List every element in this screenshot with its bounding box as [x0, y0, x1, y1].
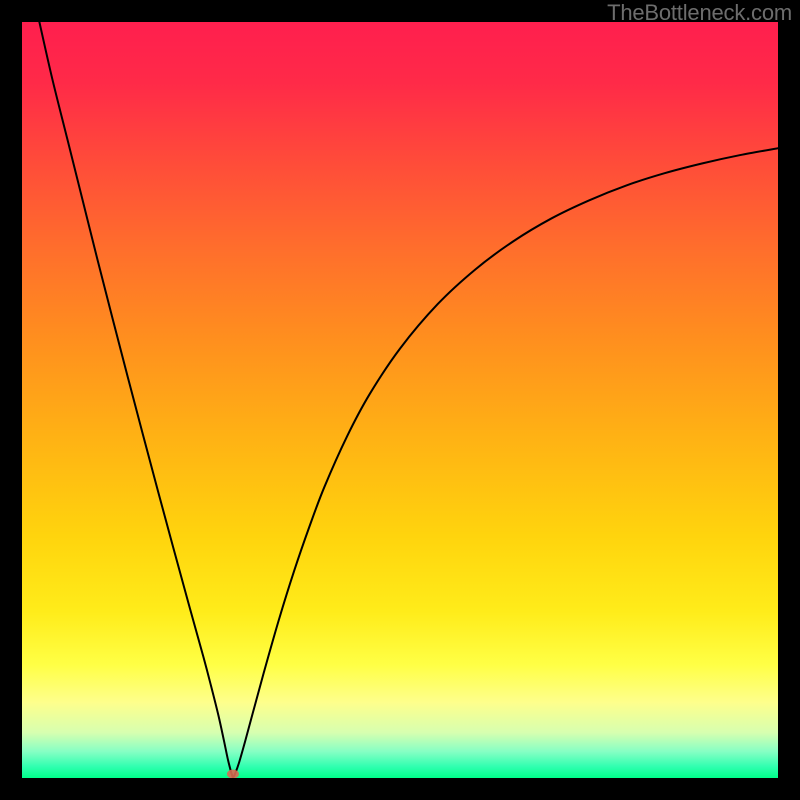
minimum-marker	[227, 770, 239, 779]
bottleneck-chart: TheBottleneck.com	[0, 0, 800, 800]
chart-background-gradient	[22, 22, 778, 778]
chart-svg	[0, 0, 800, 800]
watermark-text: TheBottleneck.com	[607, 0, 792, 26]
